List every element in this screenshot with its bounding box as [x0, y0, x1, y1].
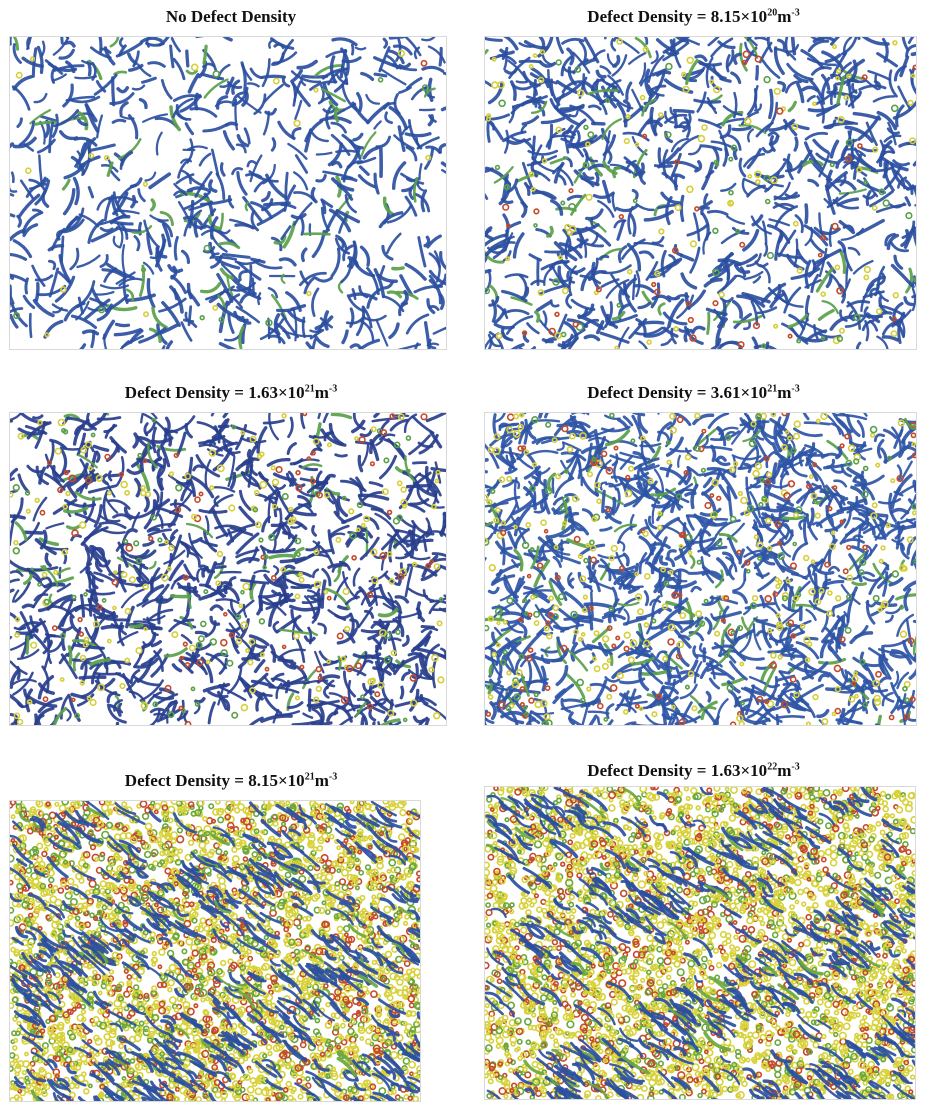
panel-defect-3.61e21: Defect Density = 3.61×1021m-3 [462, 372, 925, 732]
panel-defect-1.63e21: Defect Density = 1.63×1021m-3 [0, 372, 462, 732]
fiber-strands [10, 801, 420, 1101]
fiber-strands [485, 413, 916, 725]
panel-title: Defect Density = 1.63×1021m-3 [124, 383, 338, 402]
panel-title: Defect Density = 8.15×1020m-3 [587, 7, 800, 26]
fiber-strands [10, 413, 446, 725]
simulation-image [484, 412, 917, 726]
fiber-network-render [485, 37, 916, 349]
panel-no-defect: No Defect Density [0, 0, 462, 360]
fiber-strands [10, 37, 446, 349]
simulation-image [9, 412, 447, 726]
defect-dots [13, 49, 432, 338]
defect-dots [10, 413, 445, 725]
defect-dots [485, 38, 916, 349]
panel-defect-1.63e22: Defect Density = 1.63×1022m-3 [462, 752, 925, 1102]
simulation-image [9, 800, 421, 1102]
fiber-strands [485, 37, 916, 349]
fiber-network-render [485, 787, 915, 1099]
defect-dots [485, 413, 916, 725]
simulation-image [484, 786, 916, 1100]
panel-defect-8.15e20: Defect Density = 8.15×1020m-3 [462, 0, 925, 360]
panel-title: No Defect Density [165, 7, 297, 26]
fiber-network-render [10, 37, 446, 349]
fiber-network-render [485, 413, 916, 725]
fiber-network-render [10, 413, 446, 725]
panel-title: Defect Density = 3.61×1021m-3 [587, 383, 800, 402]
fiber-network-render [10, 801, 420, 1101]
panel-defect-8.15e21: Defect Density = 8.15×1021m-3 [0, 758, 462, 1102]
fiber-strands [485, 787, 915, 1099]
simulation-image [9, 36, 447, 350]
simulation-image [484, 36, 917, 350]
panel-title: Defect Density = 8.15×1021m-3 [124, 771, 338, 790]
panel-title: Defect Density = 1.63×1022m-3 [587, 761, 800, 780]
